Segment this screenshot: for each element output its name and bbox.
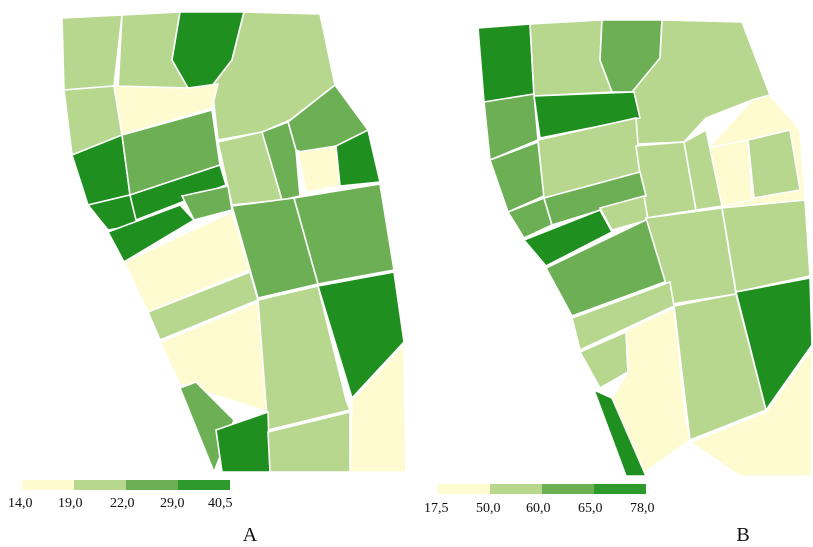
- legend-b-break-1: 17,5: [424, 501, 449, 516]
- field-b-27: [592, 388, 648, 477]
- field-a-01: [61, 14, 123, 91]
- field-a-17: [106, 204, 196, 264]
- field-b-01: [477, 23, 535, 103]
- legend-b-break-4: 65,0: [578, 501, 603, 516]
- legend-b-break-3: 60,0: [526, 501, 551, 516]
- field-a-15: [129, 163, 227, 222]
- legend-a-break-2: 19,0: [58, 496, 83, 511]
- field-a-24: [257, 285, 352, 432]
- legend-b-swatch-3: [542, 484, 594, 494]
- legend-a-swatch-2: [74, 480, 126, 490]
- legend-a-swatch-3: [126, 480, 178, 490]
- panel-label-a: A: [242, 524, 258, 546]
- legend-a-swatch-1: [22, 480, 74, 490]
- legend-b-break-5: 78,0: [630, 501, 655, 516]
- legend-b: 17,5 50,0 60,0 65,0 78,0: [424, 484, 655, 516]
- legend-a: 14,0 19,0 22,0 29,0 40,5: [8, 480, 233, 511]
- field-a-13: [335, 128, 381, 187]
- field-a-06: [113, 83, 220, 137]
- field-b-17: [522, 208, 614, 268]
- legend-b-swatch-2: [490, 484, 542, 494]
- legend-a-break-4: 29,0: [160, 496, 185, 511]
- field-b-06: [533, 91, 641, 139]
- legend-a-break-5: 40,5: [208, 496, 233, 511]
- field-a-12: [297, 145, 341, 193]
- map-a: [61, 11, 407, 475]
- field-b-11: [747, 129, 801, 199]
- legend-a-swatch-4: [178, 480, 230, 490]
- legend-b-break-2: 50,0: [476, 501, 501, 516]
- field-b-15: [543, 171, 647, 227]
- panel-label-b: B: [736, 524, 750, 546]
- legend-b-swatch-4: [594, 484, 646, 494]
- field-b-04: [631, 19, 772, 145]
- field-a-25: [316, 271, 405, 400]
- field-b-26: [688, 345, 813, 477]
- field-a-11: [261, 120, 301, 201]
- legend-a-break-1: 14,0: [8, 496, 33, 511]
- field-a-16: [180, 185, 233, 221]
- legend-a-break-3: 22,0: [110, 496, 135, 511]
- map-b: [477, 19, 813, 478]
- field-a-20: [292, 183, 395, 285]
- field-b-20: [721, 199, 811, 293]
- field-a-28: [267, 410, 351, 473]
- field-b-25: [735, 277, 813, 412]
- field-b-13: [683, 128, 723, 211]
- legend-b-swatch-1: [438, 484, 490, 494]
